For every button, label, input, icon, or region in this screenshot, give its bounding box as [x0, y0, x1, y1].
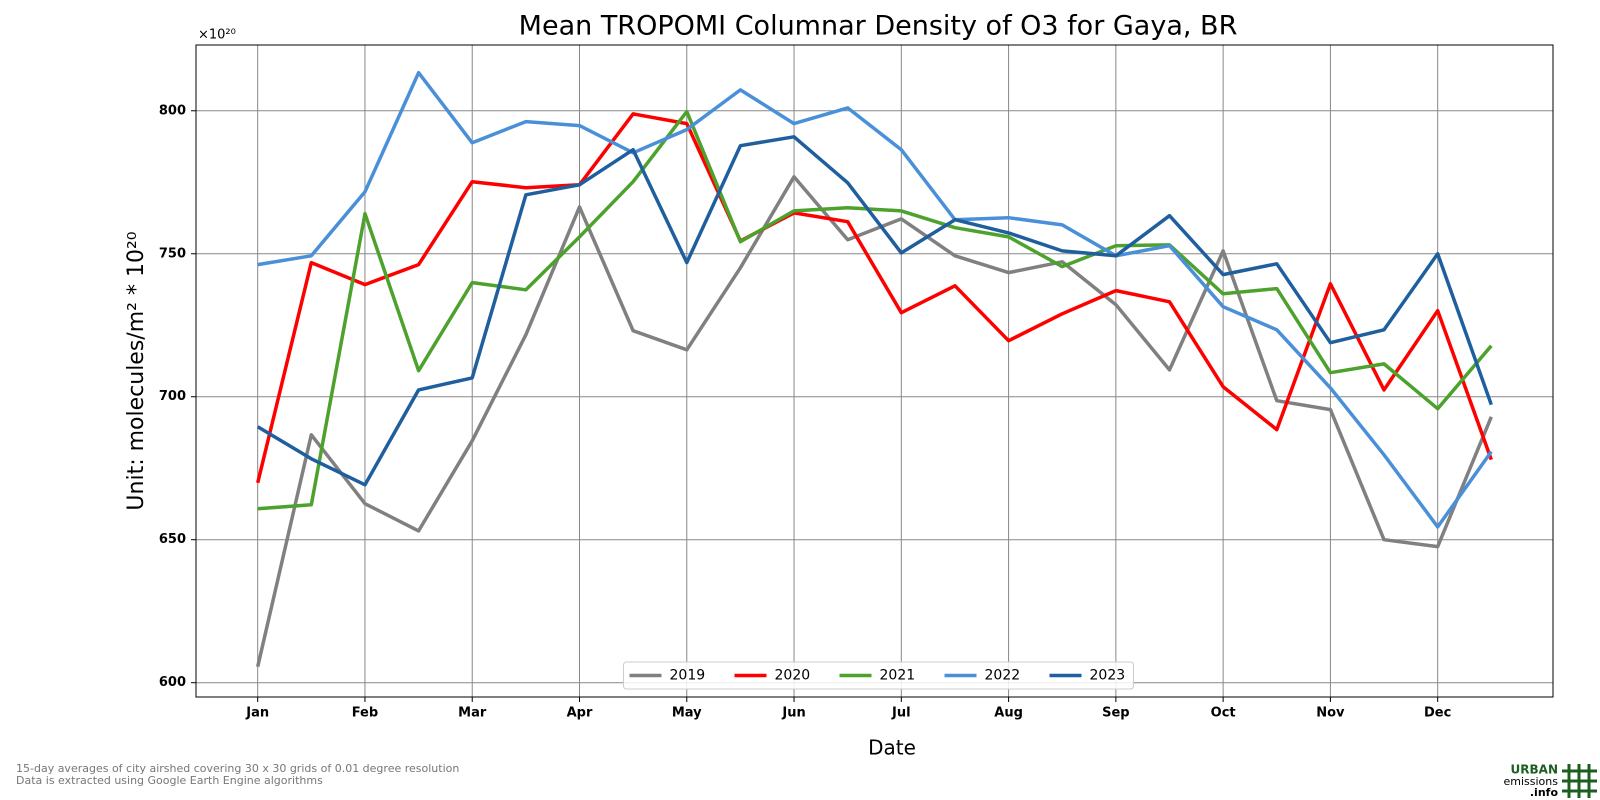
x-tick-label: Sep: [1102, 706, 1130, 721]
x-tick-label: Jan: [245, 706, 269, 721]
series-line: [257, 70, 1493, 529]
legend-label: 2022: [985, 668, 1021, 684]
series-line: [255, 175, 1493, 668]
logo-text: emissions: [1504, 775, 1559, 788]
x-tick-label: May: [672, 706, 702, 721]
x-tick-label: Mar: [458, 706, 487, 721]
x-axis-label: Date: [868, 736, 916, 760]
x-tick-label: Jul: [891, 706, 911, 721]
legend-label: 2019: [670, 668, 706, 684]
footnote: Data is extracted using Google Earth Eng…: [16, 774, 323, 787]
x-tick-label: Jun: [781, 706, 805, 721]
x-tick-label: Nov: [1316, 706, 1345, 721]
logo: URBAN emissions .info: [1504, 763, 1597, 799]
y-tick-label: 600: [159, 675, 186, 690]
y-tick-label: 650: [159, 532, 186, 547]
legend: 2019 2020 2021 2022 2023: [623, 661, 1134, 690]
legend-label: 2021: [880, 668, 916, 684]
legend-box: [623, 661, 1134, 690]
x-tick-label: Aug: [994, 706, 1023, 721]
plot-frame: [195, 44, 1554, 698]
y-tick-label: 750: [159, 246, 186, 261]
y-tick-label: 700: [159, 389, 186, 404]
logo-text: URBAN: [1511, 763, 1558, 777]
logo-icon: [1562, 764, 1597, 798]
x-tick-label: Dec: [1424, 706, 1451, 721]
x-tick-label: Oct: [1211, 706, 1236, 721]
series-line: [256, 135, 1493, 487]
y-axis-label: Unit: molecules/m² * 10²⁰: [124, 231, 149, 510]
legend-label: 2020: [775, 668, 811, 684]
offset-label: ×10²⁰: [198, 28, 236, 43]
series-line: [255, 112, 1493, 484]
x-tick-label: Feb: [352, 706, 378, 721]
footnote: 15-day averages of city airshed covering…: [16, 762, 459, 775]
y-tick-label: 800: [159, 103, 186, 118]
chart-title: Mean TROPOMI Columnar Density of O3 for …: [519, 11, 1238, 42]
x-tick-label: Apr: [567, 706, 593, 721]
logo-text: .info: [1530, 786, 1559, 799]
legend-label: 2023: [1090, 668, 1126, 684]
series-line: [257, 109, 1493, 511]
